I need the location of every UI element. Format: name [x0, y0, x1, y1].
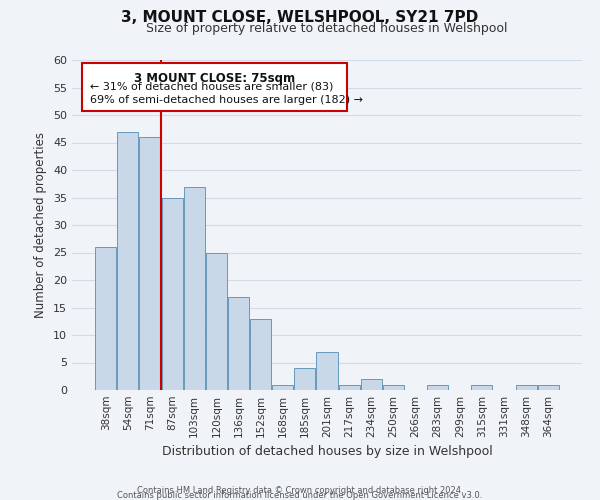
Bar: [228, 296, 249, 390]
Bar: [427, 384, 448, 390]
Text: 69% of semi-detached houses are larger (182) →: 69% of semi-detached houses are larger (…: [90, 94, 363, 104]
Bar: [515, 384, 536, 390]
Bar: [184, 186, 205, 390]
Bar: [161, 198, 182, 390]
Title: Size of property relative to detached houses in Welshpool: Size of property relative to detached ho…: [146, 22, 508, 35]
Text: Contains HM Land Registry data © Crown copyright and database right 2024.: Contains HM Land Registry data © Crown c…: [137, 486, 463, 495]
Bar: [383, 384, 404, 390]
Bar: [206, 252, 227, 390]
Bar: [272, 384, 293, 390]
Bar: [118, 132, 139, 390]
Bar: [361, 379, 382, 390]
Text: ← 31% of detached houses are smaller (83): ← 31% of detached houses are smaller (83…: [90, 82, 333, 92]
Bar: [472, 384, 493, 390]
Bar: [316, 352, 338, 390]
Bar: [538, 384, 559, 390]
Bar: [338, 384, 359, 390]
Bar: [95, 247, 116, 390]
Bar: [295, 368, 316, 390]
Text: 3 MOUNT CLOSE: 75sqm: 3 MOUNT CLOSE: 75sqm: [134, 72, 295, 85]
Y-axis label: Number of detached properties: Number of detached properties: [34, 132, 47, 318]
Text: 3, MOUNT CLOSE, WELSHPOOL, SY21 7PD: 3, MOUNT CLOSE, WELSHPOOL, SY21 7PD: [121, 10, 479, 25]
FancyBboxPatch shape: [82, 64, 347, 111]
X-axis label: Distribution of detached houses by size in Welshpool: Distribution of detached houses by size …: [161, 446, 493, 458]
Bar: [250, 318, 271, 390]
Text: Contains public sector information licensed under the Open Government Licence v3: Contains public sector information licen…: [118, 491, 482, 500]
Bar: [139, 137, 160, 390]
